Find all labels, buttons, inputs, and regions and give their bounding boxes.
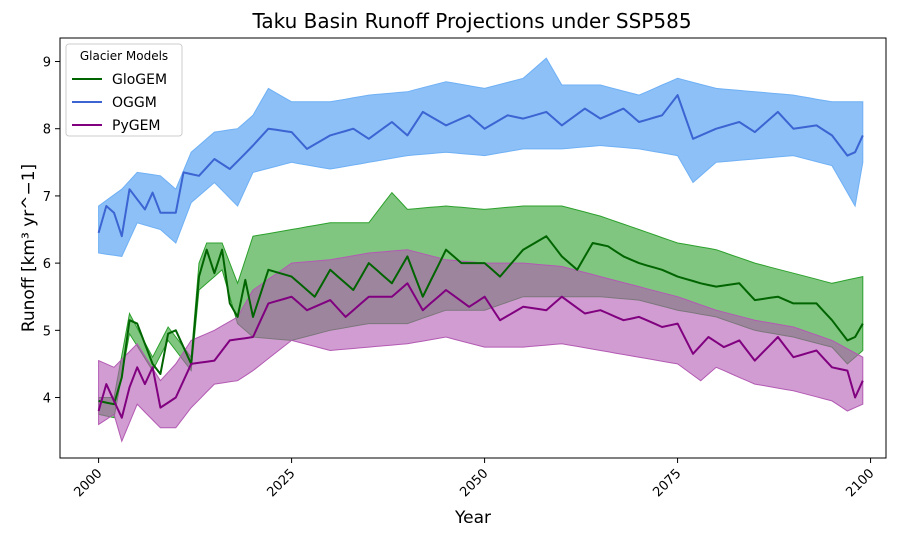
y-tick-label: 8 bbox=[43, 123, 51, 138]
pygem-legend-label: PyGEM bbox=[112, 118, 161, 134]
y-tick-label: 6 bbox=[43, 257, 51, 272]
y-tick-label: 4 bbox=[43, 392, 51, 407]
y-tick-label: 9 bbox=[43, 56, 51, 71]
y-tick-label: 7 bbox=[43, 190, 51, 205]
y-axis-ticks: 4 5 6 7 8 9 bbox=[43, 56, 60, 407]
glogem-series-line bbox=[98, 235, 864, 406]
legend-title: Glacier Models bbox=[80, 49, 168, 63]
y-tick-label: 5 bbox=[43, 324, 51, 339]
chart-title: Taku Basin Runoff Projections under SSP5… bbox=[251, 9, 691, 33]
legend: Glacier Models GloGEM OGGM PyGEM bbox=[65, 43, 183, 137]
x-axis-label: Year bbox=[454, 508, 491, 528]
series-lines bbox=[97, 94, 864, 419]
oggm-series-line bbox=[97, 94, 864, 238]
plot-frame bbox=[59, 37, 887, 459]
oggm-range-band bbox=[98, 57, 864, 257]
legend-items: GloGEM OGGM PyGEM bbox=[72, 72, 167, 134]
glogem-legend-label: GloGEM bbox=[112, 72, 167, 88]
pygem-series-line bbox=[97, 282, 864, 419]
y-axis-label: Runoff [km³ yr^−1] bbox=[19, 164, 39, 332]
legend-box bbox=[65, 43, 183, 137]
oggm-legend-label: OGGM bbox=[112, 95, 157, 111]
